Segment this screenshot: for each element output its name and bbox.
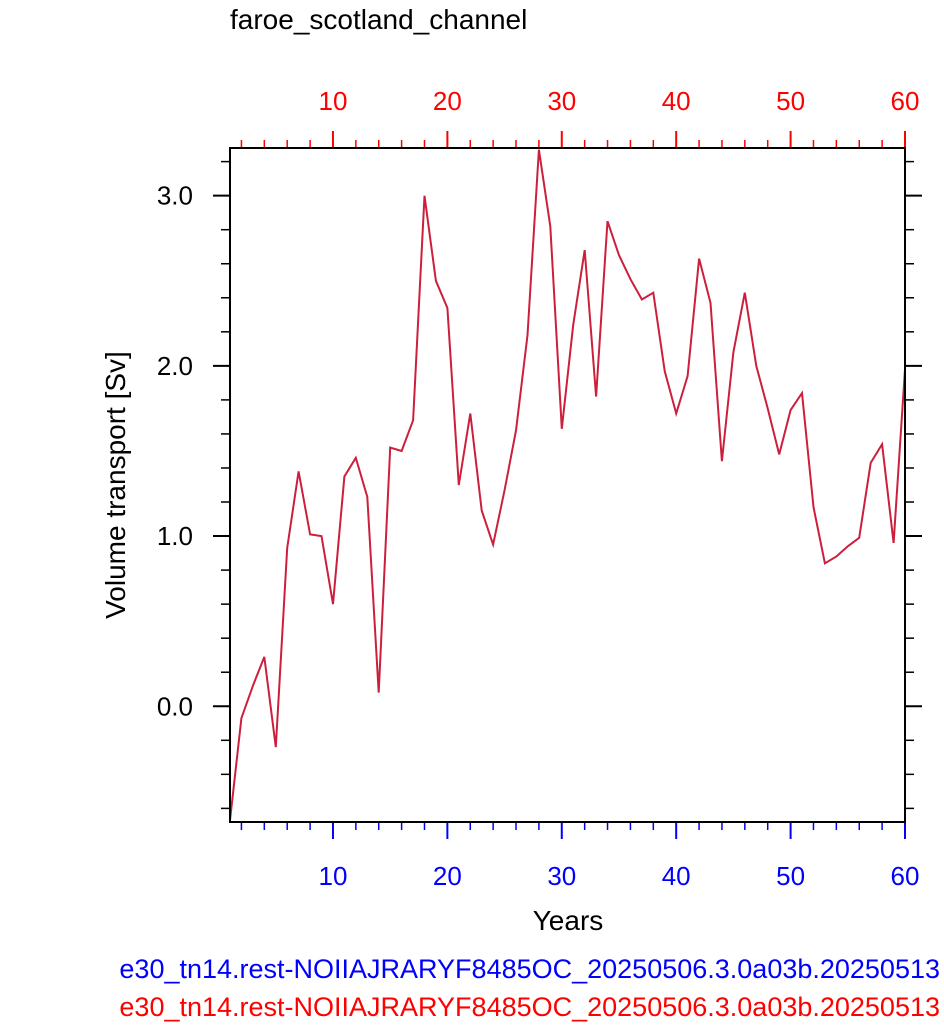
x-tick-label: 10	[319, 861, 348, 891]
x-tick-label: 30	[547, 861, 576, 891]
series-layer	[229, 149, 906, 821]
x-top-tick-label: 50	[776, 86, 805, 116]
run-caption-blue: e30_tn14.rest-NOIIAJRARYF8485OC_20250506…	[119, 954, 940, 984]
run-caption-red: e30_tn14.rest-NOIIAJRARYF8485OC_20250506…	[119, 992, 940, 1022]
x-top-tick-label: 10	[319, 86, 348, 116]
series-line	[229, 149, 906, 821]
y-tick-label: 0.0	[157, 691, 193, 721]
x-tick-label: 60	[891, 861, 920, 891]
left-axis: 0.0 1.0 2.0 3.0	[157, 160, 230, 810]
top-axis: 10 20 30 40 50 60	[240, 86, 920, 148]
y-axis-label: Volume transport [Sv]	[100, 351, 131, 619]
bottom-axis: 10 20 30 40 50 60	[240, 822, 920, 891]
x-top-tick-label: 20	[433, 86, 462, 116]
plot-frame	[229, 147, 906, 823]
y-tick-label: 3.0	[157, 181, 193, 211]
x-top-tick-label: 60	[891, 86, 920, 116]
right-axis	[905, 160, 922, 810]
x-top-tick-label: 30	[547, 86, 576, 116]
y-tick-label: 2.0	[157, 351, 193, 381]
x-tick-label: 50	[776, 861, 805, 891]
x-axis-label: Years	[533, 905, 604, 936]
x-tick-label: 20	[433, 861, 462, 891]
y-tick-label: 1.0	[157, 521, 193, 551]
chart-title: faroe_scotland_channel	[230, 4, 528, 35]
x-tick-label: 40	[662, 861, 691, 891]
x-top-tick-label: 40	[662, 86, 691, 116]
